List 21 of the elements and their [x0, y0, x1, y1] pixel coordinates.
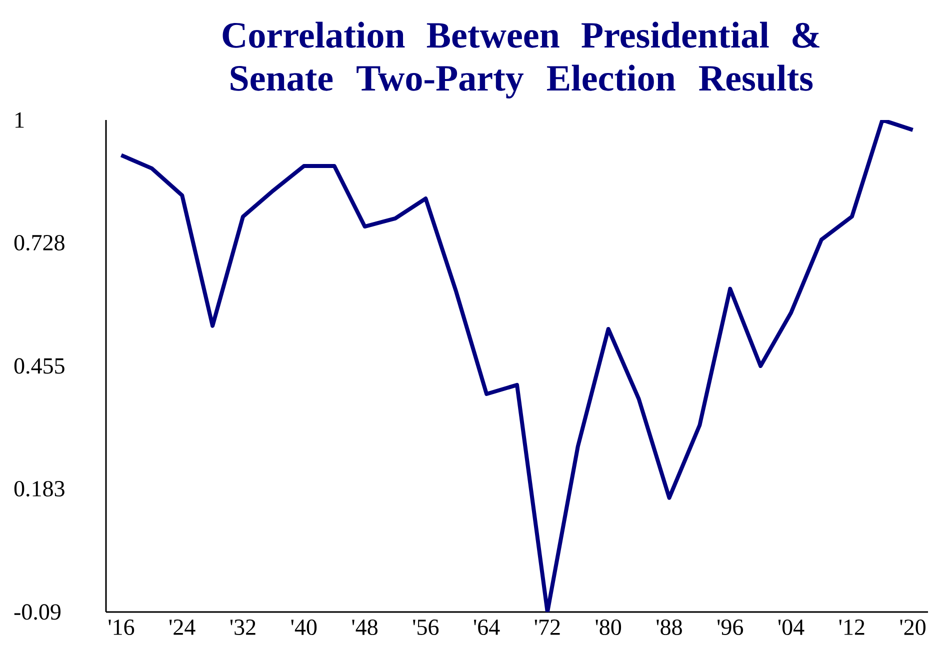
x-tick-label: '96 — [718, 620, 744, 635]
x-tick-label: '12 — [839, 620, 864, 635]
x-tick-label: '20 — [900, 620, 926, 636]
y-tick-label: 0.728 — [14, 234, 64, 251]
line-series — [119, 120, 915, 612]
x-tick-label: '56 — [413, 620, 439, 635]
x-tick-label: '80 — [596, 620, 622, 636]
x-tick-label: '40 — [291, 620, 317, 636]
y-tick-label: -0.09 — [14, 604, 60, 620]
x-tick-label: '48 — [352, 620, 378, 636]
y-tick-label: 0.455 — [14, 358, 64, 374]
y-tick-label: 1 — [16, 112, 24, 128]
x-tick-label: '24 — [170, 620, 196, 635]
x-tick-label: '88 — [656, 620, 682, 636]
x-tick-label: '64 — [474, 620, 500, 635]
y-tick-label: 0.183 — [14, 480, 64, 497]
chart-title: Correlation Between Presidential & Senate Two-Party Election Results — [222, 22, 820, 98]
x-tick-label: '16 — [108, 620, 134, 635]
x-tick-label: '32 — [230, 620, 256, 635]
x-tick-label: '72 — [534, 620, 560, 635]
x-tick-label: '04 — [778, 620, 804, 636]
